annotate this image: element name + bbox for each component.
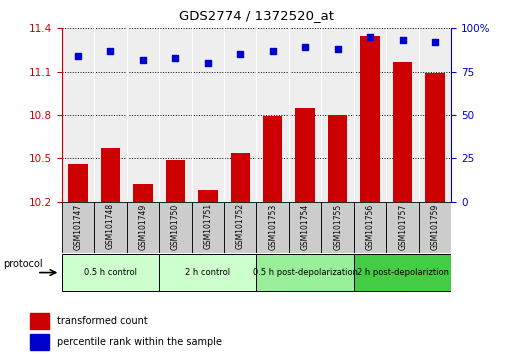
Text: 0.5 h post-depolarization: 0.5 h post-depolarization: [253, 268, 358, 277]
Bar: [361, 35, 380, 202]
Bar: [68, 164, 88, 202]
FancyBboxPatch shape: [159, 254, 256, 291]
FancyBboxPatch shape: [256, 254, 354, 291]
Bar: [133, 184, 152, 202]
Text: GSM101749: GSM101749: [139, 203, 147, 250]
FancyBboxPatch shape: [289, 202, 322, 253]
Text: GSM101757: GSM101757: [398, 203, 407, 250]
Bar: [30, 334, 49, 350]
Bar: [393, 62, 412, 202]
Point: [431, 39, 439, 45]
Point: [204, 60, 212, 66]
FancyBboxPatch shape: [354, 202, 386, 253]
Text: transformed count: transformed count: [56, 316, 147, 326]
Point: [366, 34, 374, 40]
FancyBboxPatch shape: [256, 202, 289, 253]
Text: 2 h control: 2 h control: [185, 268, 230, 277]
FancyBboxPatch shape: [127, 202, 159, 253]
Point: [333, 46, 342, 52]
Text: GSM101752: GSM101752: [236, 203, 245, 250]
Text: GDS2774 / 1372520_at: GDS2774 / 1372520_at: [179, 9, 334, 22]
FancyBboxPatch shape: [62, 254, 159, 291]
Text: GSM101755: GSM101755: [333, 203, 342, 250]
FancyBboxPatch shape: [94, 202, 127, 253]
Point: [399, 38, 407, 43]
Point: [236, 51, 244, 57]
Text: GSM101753: GSM101753: [268, 203, 277, 250]
Text: GSM101747: GSM101747: [73, 203, 82, 250]
Text: 2 h post-depolariztion: 2 h post-depolariztion: [357, 268, 449, 277]
Text: percentile rank within the sample: percentile rank within the sample: [56, 337, 222, 348]
FancyBboxPatch shape: [354, 254, 451, 291]
Bar: [425, 73, 445, 202]
FancyBboxPatch shape: [386, 202, 419, 253]
Text: GSM101759: GSM101759: [431, 203, 440, 250]
Bar: [30, 313, 49, 329]
Bar: [166, 160, 185, 202]
FancyBboxPatch shape: [322, 202, 354, 253]
Bar: [295, 108, 315, 202]
Text: GSM101748: GSM101748: [106, 203, 115, 250]
FancyBboxPatch shape: [224, 202, 256, 253]
FancyBboxPatch shape: [419, 202, 451, 253]
Bar: [198, 190, 218, 202]
Point: [106, 48, 114, 54]
Text: protocol: protocol: [3, 259, 43, 269]
Point: [269, 48, 277, 54]
Bar: [263, 116, 283, 202]
Point: [301, 45, 309, 50]
Text: GSM101751: GSM101751: [203, 203, 212, 250]
FancyBboxPatch shape: [191, 202, 224, 253]
Text: 0.5 h control: 0.5 h control: [84, 268, 137, 277]
Text: GSM101754: GSM101754: [301, 203, 310, 250]
Bar: [101, 148, 120, 202]
Point: [139, 57, 147, 62]
Point: [74, 53, 82, 59]
Text: GSM101750: GSM101750: [171, 203, 180, 250]
FancyBboxPatch shape: [62, 202, 94, 253]
FancyBboxPatch shape: [159, 202, 191, 253]
Bar: [328, 115, 347, 202]
Point: [171, 55, 180, 61]
Bar: [230, 153, 250, 202]
Text: GSM101756: GSM101756: [366, 203, 374, 250]
